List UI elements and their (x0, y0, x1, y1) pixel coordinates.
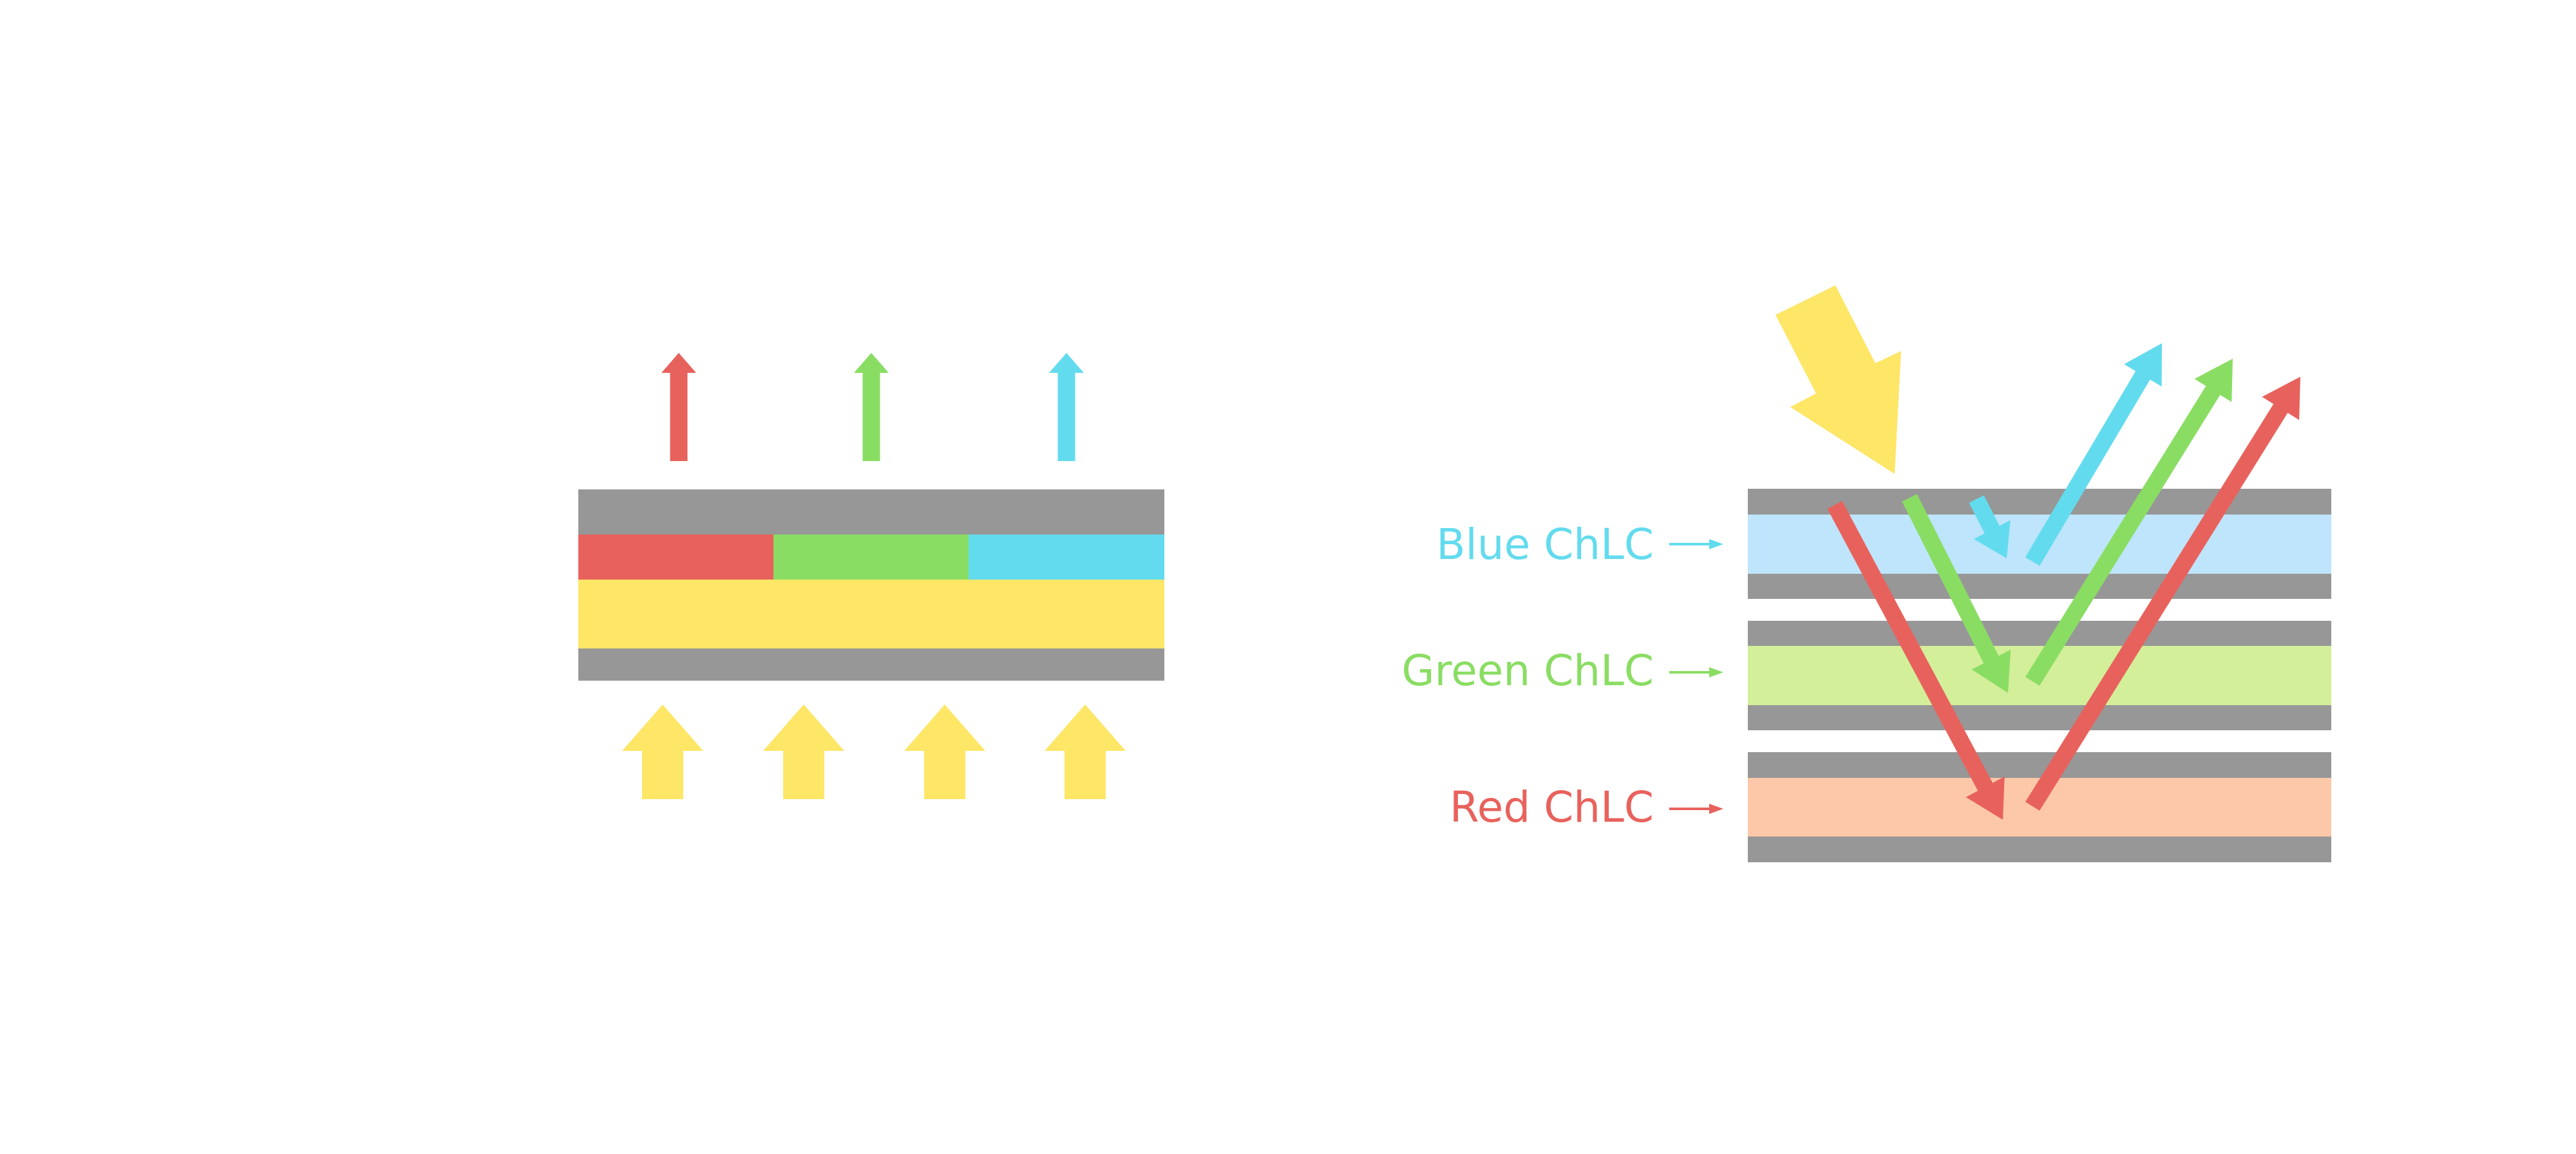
arrow-head (661, 353, 696, 373)
arrow-shaft (1827, 500, 1994, 792)
arrow-head (1971, 649, 2011, 693)
arrow-up-icon (622, 705, 703, 799)
arrow-head (1045, 705, 1126, 751)
cyan-filter (969, 534, 1164, 580)
gray-layer (1748, 837, 2331, 862)
green-incident-ray (1902, 494, 2011, 693)
arrow-head (854, 353, 889, 373)
chlc-stack-panel: Blue ChLC Green ChLC Red ChLC (1401, 285, 2331, 862)
gray-layer (1748, 574, 2331, 599)
arrow-head (1973, 520, 2011, 558)
lightning-arrow-icon (1776, 285, 1901, 474)
arrow-up-icon (904, 705, 985, 799)
arrow-up-icon (1049, 353, 1084, 461)
color-filter-panel (578, 353, 1164, 799)
arrow-up-icon (661, 353, 696, 461)
top-gray-layer (578, 489, 1164, 534)
arrow-head (1965, 776, 2005, 820)
cyan-incident-ray (1969, 495, 2011, 558)
bottom-gray-layer (578, 648, 1164, 681)
arrow-shaft (1902, 494, 2000, 665)
red-incident-ray (1827, 500, 2005, 820)
arrow-right-icon (1669, 804, 1723, 814)
arrow-head (1709, 804, 1723, 814)
arrow-right-icon (1669, 539, 1723, 549)
arrow-up-icon (763, 705, 844, 799)
arrow-up-icon (1045, 705, 1126, 799)
arrow-right-icon (1669, 667, 1723, 677)
arrow-head (1709, 539, 1723, 549)
yellow-layer (578, 580, 1164, 648)
arrow-head (622, 705, 703, 751)
red-filter (578, 534, 773, 580)
arrow-head (763, 705, 844, 751)
red-chlc-label: Red ChLC (1450, 782, 1654, 832)
green-filter (773, 534, 969, 580)
gray-layer (1748, 705, 2331, 730)
arrow-shaft (1969, 495, 2000, 535)
green-chlc-label: Green ChLC (1401, 646, 1654, 695)
arrow-up-icon (854, 353, 889, 461)
green-reflected-ray (2025, 359, 2233, 686)
arrow-head (2124, 343, 2162, 387)
arrow-head (2194, 359, 2233, 402)
red-reflected-ray (2025, 377, 2300, 811)
cyan-reflected-ray (2025, 343, 2162, 566)
arrow-shaft (2025, 384, 2221, 686)
arrow-head (1049, 353, 1084, 373)
arrow-shaft (2025, 370, 2151, 566)
arrow-head (2262, 377, 2300, 421)
arrow-head (1709, 667, 1723, 677)
arrow-shaft (2025, 402, 2289, 811)
gray-layer (1748, 752, 2331, 778)
arrow-head (904, 705, 985, 751)
blue-chlc-label: Blue ChLC (1436, 520, 1654, 569)
gray-layer (1748, 621, 2331, 646)
